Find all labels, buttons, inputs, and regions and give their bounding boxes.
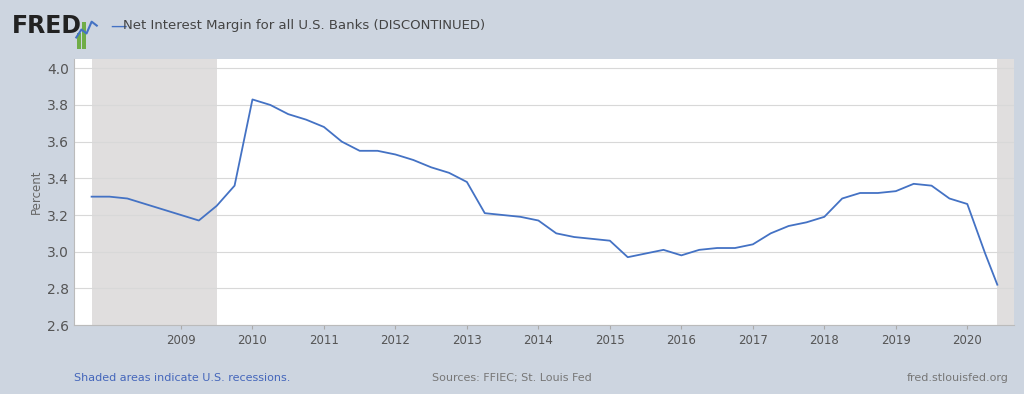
Bar [997, 59, 1014, 325]
Bar [77, 33, 81, 49]
Text: Sources: FFIEC; St. Louis Fed: Sources: FFIEC; St. Louis Fed [432, 373, 592, 383]
Text: Shaded areas indicate U.S. recessions.: Shaded areas indicate U.S. recessions. [74, 373, 290, 383]
Bar [91, 59, 217, 325]
Text: fred.stlouisfed.org: fred.stlouisfed.org [907, 373, 1009, 383]
Y-axis label: Percent: Percent [30, 170, 43, 214]
Text: —: — [111, 17, 127, 35]
Text: FRED: FRED [12, 14, 82, 38]
Bar [82, 22, 86, 49]
Text: Net Interest Margin for all U.S. Banks (DISCONTINUED): Net Interest Margin for all U.S. Banks (… [123, 19, 485, 32]
